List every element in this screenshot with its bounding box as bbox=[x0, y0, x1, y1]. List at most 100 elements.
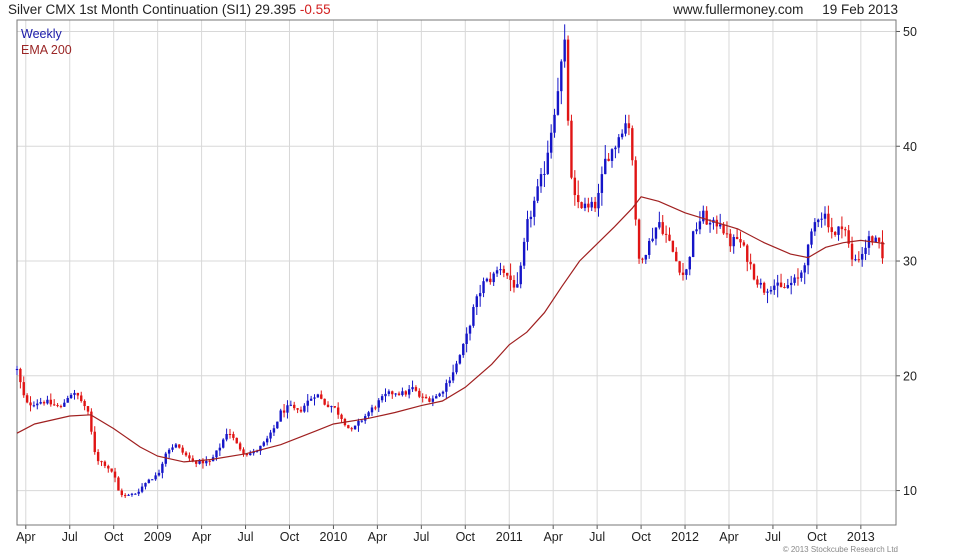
candle-body bbox=[722, 224, 725, 234]
candle-down bbox=[746, 243, 749, 272]
candle-body bbox=[333, 406, 336, 408]
candle-body bbox=[529, 216, 533, 220]
candle-down bbox=[580, 201, 583, 209]
candle-body bbox=[151, 479, 154, 481]
candle-body bbox=[789, 282, 793, 286]
candle-down bbox=[93, 426, 96, 455]
candle-body bbox=[86, 406, 90, 412]
candle-body bbox=[833, 232, 837, 235]
candle-body bbox=[543, 173, 546, 175]
candle-up bbox=[66, 395, 69, 403]
candle-body bbox=[553, 114, 556, 133]
candle-up bbox=[658, 211, 661, 230]
candle-body bbox=[418, 390, 421, 397]
candle-body bbox=[499, 269, 502, 271]
candle-down bbox=[783, 283, 786, 289]
candle-down bbox=[296, 407, 299, 414]
candle-body bbox=[320, 394, 323, 399]
candle-body bbox=[184, 452, 188, 456]
candle-up bbox=[451, 364, 455, 384]
candle-up bbox=[813, 218, 817, 236]
candle-body bbox=[624, 123, 627, 134]
candle-body bbox=[810, 231, 813, 245]
candle-down bbox=[242, 447, 245, 457]
candle-body bbox=[198, 459, 201, 464]
candle-down bbox=[587, 197, 590, 213]
candle-body bbox=[42, 402, 46, 404]
candle-up bbox=[394, 393, 397, 397]
candle-down bbox=[573, 170, 577, 206]
candle-body bbox=[269, 432, 272, 439]
candle-down bbox=[336, 402, 340, 419]
candle-up bbox=[543, 161, 546, 187]
candle-down bbox=[96, 449, 100, 465]
site-link[interactable]: www.fullermoney.com bbox=[673, 2, 804, 17]
chart-title: Silver CMX 1st Month Continuation (SI1) … bbox=[8, 2, 331, 17]
candle-body bbox=[353, 425, 357, 430]
candle-up bbox=[482, 277, 485, 298]
candle-body bbox=[279, 410, 282, 422]
candle-up bbox=[817, 218, 820, 228]
candle-up bbox=[495, 266, 499, 277]
candle-down bbox=[668, 227, 671, 242]
candle-body bbox=[123, 495, 127, 497]
candle-body bbox=[293, 404, 296, 409]
y-tick-label: 20 bbox=[903, 369, 917, 383]
candle-body bbox=[83, 401, 86, 407]
candle-body bbox=[330, 406, 333, 408]
candle-body bbox=[644, 254, 648, 260]
candle-body bbox=[746, 245, 749, 262]
candle-body bbox=[107, 465, 110, 469]
candle-down bbox=[235, 437, 238, 444]
candle-body bbox=[303, 405, 306, 412]
candle-body bbox=[570, 120, 573, 178]
candle-body bbox=[103, 461, 107, 466]
candle-up bbox=[289, 400, 293, 407]
x-tick-label: 2012 bbox=[671, 530, 699, 544]
x-tick-label: Apr bbox=[16, 530, 35, 544]
candle-body bbox=[438, 393, 441, 397]
candle-down bbox=[637, 218, 641, 264]
x-tick-label: Jul bbox=[413, 530, 429, 544]
title-text: Silver CMX 1st Month Continuation (SI1) … bbox=[8, 2, 297, 17]
candle-body bbox=[668, 234, 671, 241]
candle-body bbox=[178, 444, 181, 448]
candle-body bbox=[604, 158, 607, 175]
candle-body bbox=[877, 237, 881, 242]
candle-up bbox=[370, 404, 374, 416]
candle-body bbox=[242, 449, 245, 454]
candle-up bbox=[205, 456, 208, 467]
candle-down bbox=[489, 272, 492, 285]
x-tick-label: Apr bbox=[192, 530, 211, 544]
candle-up bbox=[438, 392, 441, 398]
candle-body bbox=[458, 355, 462, 364]
candle-down bbox=[293, 401, 296, 411]
candle-down bbox=[59, 404, 63, 409]
candle-body bbox=[117, 477, 120, 491]
candle-up bbox=[357, 418, 360, 432]
candle-body bbox=[648, 240, 651, 255]
candle-body bbox=[830, 227, 833, 233]
candle-body bbox=[590, 201, 593, 208]
candle-down bbox=[424, 394, 428, 399]
candle-up bbox=[472, 304, 475, 328]
candle-body bbox=[793, 277, 796, 283]
candle-down bbox=[664, 225, 668, 243]
y-tick-label: 30 bbox=[903, 255, 917, 269]
candle-down bbox=[184, 451, 188, 457]
candle-body bbox=[837, 226, 840, 235]
candle-up bbox=[651, 227, 654, 243]
candle-up bbox=[549, 124, 553, 159]
candle-up bbox=[265, 435, 269, 446]
candle-body bbox=[130, 493, 134, 495]
candle-down bbox=[103, 460, 107, 469]
candle-up bbox=[411, 380, 414, 392]
candle-body bbox=[36, 403, 39, 406]
candle-up bbox=[137, 488, 140, 497]
candle-body bbox=[414, 387, 418, 391]
candle-body bbox=[228, 433, 232, 435]
legend-weekly: Weekly bbox=[21, 27, 62, 41]
candle-down bbox=[29, 396, 32, 412]
candle-down bbox=[847, 225, 850, 248]
candle-up bbox=[800, 270, 803, 282]
